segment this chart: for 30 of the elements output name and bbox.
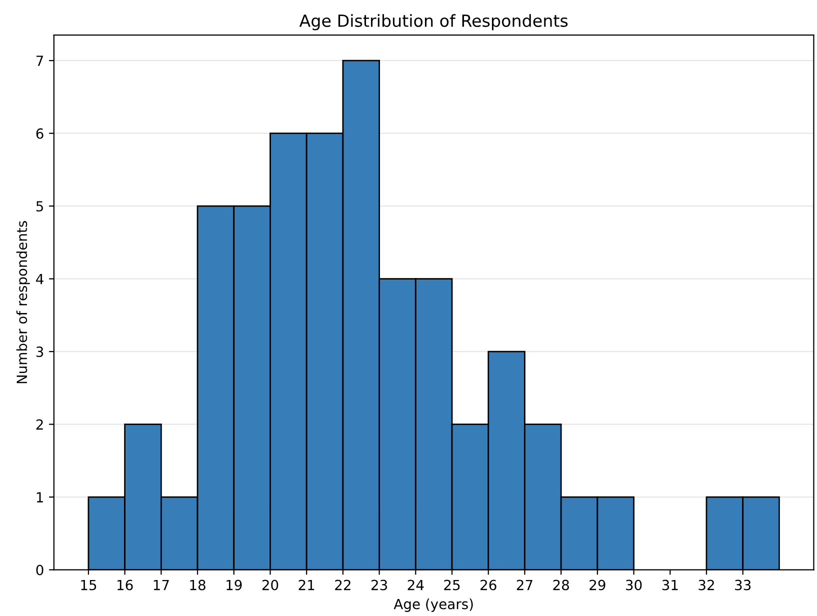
x-tick-label: 25 bbox=[444, 580, 460, 590]
x-tick-label: 31 bbox=[662, 580, 678, 590]
y-tick-label: 6 bbox=[36, 128, 44, 139]
y-tick-label: 1 bbox=[36, 492, 43, 502]
x-tick-label: 29 bbox=[590, 580, 606, 590]
x-tick-label: 21 bbox=[298, 580, 314, 590]
x-tick-label: 26 bbox=[480, 580, 496, 590]
x-tick-label: 30 bbox=[626, 580, 642, 590]
y-tick-label: 5 bbox=[36, 201, 43, 212]
y-tick-label: 4 bbox=[36, 274, 44, 284]
x-tick-label: 16 bbox=[118, 580, 133, 590]
y-tick-label: 7 bbox=[36, 56, 44, 66]
x-tick-label: 15 bbox=[81, 580, 96, 590]
y-tick-label: 2 bbox=[36, 419, 43, 430]
x-tick-label: 20 bbox=[262, 580, 278, 590]
x-tick-label: 17 bbox=[154, 580, 169, 590]
x-tick-label: 18 bbox=[190, 580, 206, 590]
x-tick-label: 27 bbox=[516, 580, 532, 590]
x-tick-label: 32 bbox=[698, 580, 714, 590]
y-axis-title: Number of respondents bbox=[16, 221, 30, 384]
x-axis-title: Age (years) bbox=[394, 598, 473, 612]
x-tick-label: 24 bbox=[408, 580, 424, 590]
x-tick-label: 23 bbox=[371, 580, 388, 590]
x-tick-label: 33 bbox=[735, 580, 751, 590]
chart-title: Age Distribution of Respondents bbox=[299, 14, 568, 30]
y-tick-label: 0 bbox=[36, 564, 44, 576]
x-tick-label: 19 bbox=[226, 580, 242, 590]
x-tick-label: 22 bbox=[335, 580, 350, 590]
y-tick-label: 3 bbox=[36, 346, 44, 358]
x-tick-label: 28 bbox=[553, 580, 569, 590]
